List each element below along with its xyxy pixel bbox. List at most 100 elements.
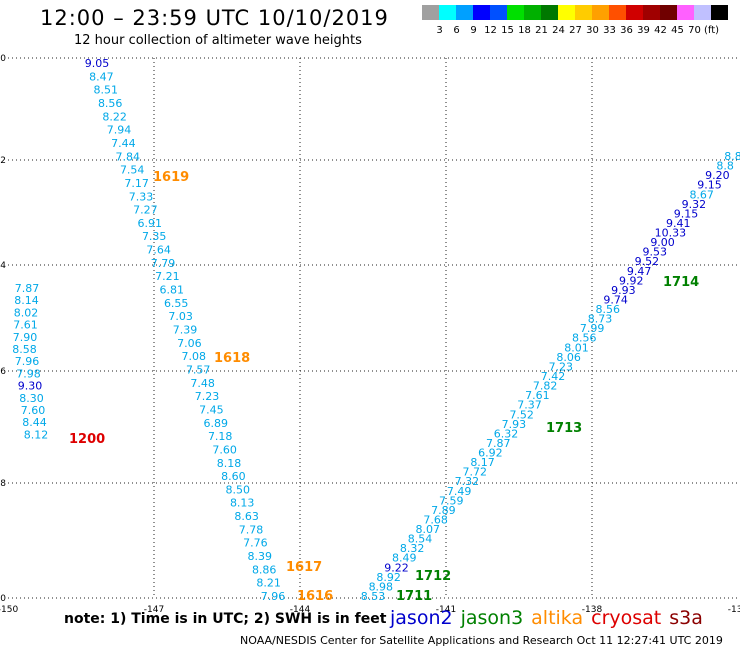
swh-value: 8.86 (252, 563, 277, 576)
scale-swatch (575, 5, 592, 20)
swh-value: 6.91 (138, 217, 163, 230)
scale-label: (ft) (703, 25, 720, 36)
swh-value: 7.23 (549, 360, 574, 373)
swh-value: 7.54 (120, 164, 145, 177)
scale-label: 30 (586, 25, 599, 36)
x-tick-label: -147 (144, 605, 164, 615)
swh-value: 7.84 (116, 150, 141, 163)
swh-value: 7.08 (182, 350, 207, 363)
swh-value: 6.55 (164, 297, 189, 310)
scale-swatch (694, 5, 711, 20)
track-points: 7.878.148.027.617.908.587.967.989.308.30… (12, 57, 740, 603)
swh-value: 8.13 (230, 497, 255, 510)
swh-value: 7.33 (129, 190, 154, 203)
swh-value: 8.12 (24, 428, 49, 441)
swh-value: 6.32 (494, 427, 519, 440)
swh-value: 7.48 (190, 377, 215, 390)
swh-value: 7.35 (142, 230, 167, 243)
x-tick-label: -150 (0, 605, 18, 615)
swh-value: 8.53 (361, 590, 386, 603)
swh-value: 8.58 (12, 343, 37, 356)
swh-value: 7.32 (455, 475, 480, 488)
scale-label: 24 (552, 25, 565, 36)
swh-value: 8.8 (724, 150, 740, 163)
swh-value: 6.92 (478, 447, 503, 460)
swh-value: 8.17 (470, 456, 495, 469)
swh-value: 8.06 (556, 351, 581, 364)
y-tick-label: -50 (0, 594, 6, 604)
swh-value: 7.90 (13, 331, 38, 344)
map-subtitle: 12 hour collection of altimeter wave hei… (74, 33, 362, 48)
legend-item: jason2 (390, 607, 453, 629)
swh-value: 8.92 (376, 571, 401, 584)
swh-value: 8.50 (226, 483, 251, 496)
scale-swatch (473, 5, 490, 20)
swh-value: 8.39 (248, 550, 273, 563)
swh-value: 8.54 (408, 533, 433, 546)
x-tick-label: -138 (582, 605, 603, 615)
track-time-label: 1713 (546, 421, 582, 436)
swh-value: 9.92 (619, 274, 644, 287)
y-tick-label: -48 (0, 479, 6, 489)
scale-swatch (524, 5, 541, 20)
swh-value: 7.59 (439, 494, 464, 507)
x-tick-label: -135 (728, 605, 740, 615)
swh-value: 7.87 (15, 282, 40, 295)
swh-value: 9.20 (705, 169, 730, 182)
y-tick-label: -44 (0, 261, 6, 271)
swh-value: 8.21 (256, 577, 281, 590)
swh-value: 8.49 (392, 552, 417, 565)
scale-swatch (490, 5, 507, 20)
swh-value: 9.41 (666, 217, 691, 230)
x-tick-label: -144 (290, 605, 311, 615)
swh-value: 7.79 (151, 257, 176, 270)
swh-value: 7.52 (509, 408, 534, 421)
scale-swatch (677, 5, 694, 20)
swh-value: 7.98 (16, 367, 41, 380)
swh-value: 8.63 (234, 510, 259, 523)
swh-value: 8.02 (14, 306, 39, 319)
track-time-label: 1200 (69, 432, 105, 447)
swh-value: 7.39 (173, 324, 198, 337)
swh-value: 8.98 (369, 580, 394, 593)
swh-value: 7.96 (15, 355, 40, 368)
track-time-label: 1617 (286, 560, 322, 575)
swh-value: 9.05 (85, 57, 110, 70)
swh-value: 9.15 (697, 179, 722, 192)
swh-value: 9.15 (674, 207, 699, 220)
swh-value: 8.56 (572, 332, 597, 345)
swh-value: 8.07 (416, 523, 441, 536)
scale-swatch (643, 5, 660, 20)
swh-value: 7.89 (431, 504, 456, 517)
swh-value: 7.76 (243, 537, 268, 550)
swh-value: 7.60 (21, 404, 46, 417)
swh-value: 7.82 (533, 380, 558, 393)
scale-label: 36 (620, 25, 633, 36)
scale-label: 39 (637, 25, 650, 36)
swh-value: 7.61 (525, 389, 550, 402)
swh-value: 8.18 (217, 457, 242, 470)
swh-value: 9.30 (18, 380, 43, 393)
scale-label: 6 (453, 25, 460, 36)
swh-value: 7.37 (517, 399, 542, 412)
track-time-label: 1711 (396, 589, 432, 604)
swh-value: 8.56 (98, 97, 123, 110)
scale-swatch (626, 5, 643, 20)
swh-value: 7.06 (177, 337, 202, 350)
swh-value: 7.57 (186, 363, 211, 376)
swh-value: 7.78 (239, 523, 264, 536)
swh-value: 8.8 (716, 160, 734, 173)
legend-item: s3a (669, 607, 703, 629)
scale-label: 45 (671, 25, 684, 36)
y-tick-label: -46 (0, 367, 6, 377)
y-tick-label: -40 (0, 54, 6, 64)
swh-value: 9.93 (611, 284, 636, 297)
scale-label: 70 (688, 25, 701, 36)
scale-swatch (711, 5, 728, 20)
swh-value: 9.53 (642, 246, 667, 259)
swh-value: 9.47 (627, 265, 652, 278)
swh-value: 7.87 (486, 437, 511, 450)
scale-label: 27 (569, 25, 582, 36)
swh-value: 7.21 (155, 270, 180, 283)
scale-label: 18 (518, 25, 531, 36)
